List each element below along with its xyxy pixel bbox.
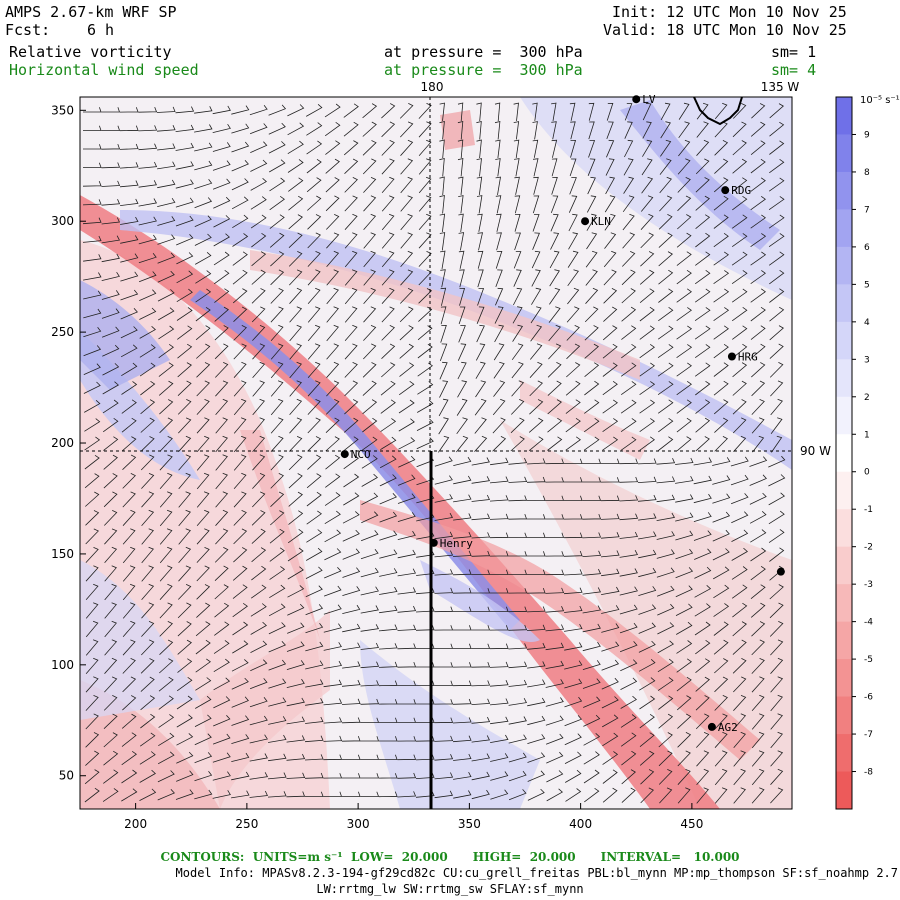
colorbar-swatch <box>836 659 852 698</box>
colorbar-label: 0 <box>864 468 870 478</box>
field2-level: at pressure = 300 hPa <box>384 61 583 79</box>
colorbar-label: 2 <box>864 393 870 403</box>
colorbar-label: -7 <box>864 730 873 740</box>
colorbar-label: -8 <box>864 768 873 778</box>
x-tick-label: 250 <box>235 817 258 831</box>
y-axis-ticks: 350 300 250 200 150 100 50 <box>51 103 86 783</box>
colorbar-swatch <box>836 284 852 323</box>
colorbar-swatch <box>836 359 852 398</box>
station-dot <box>721 186 730 195</box>
colorbar-label: -6 <box>864 693 873 703</box>
station-label: LV <box>642 93 656 106</box>
station-dot <box>727 352 736 361</box>
forecast-label: Fcst: <box>5 21 51 39</box>
station-label: AG2 <box>718 721 738 734</box>
colorbar-swatch <box>836 321 852 360</box>
coastline <box>693 96 743 126</box>
colorbar-swatch <box>836 396 852 435</box>
y-tick-label: 150 <box>51 547 74 561</box>
y-tick-label: 300 <box>51 214 74 228</box>
colorbar-label: 6 <box>864 243 870 253</box>
x-axis-ticks: 200 250 300 350 400 450 <box>124 803 703 831</box>
contour-info: CONTOURS: UNITS=m s⁻¹ LOW= 20.000 HIGH= … <box>160 850 740 864</box>
colorbar-swatch <box>836 584 852 623</box>
colorbar-swatch <box>836 171 852 210</box>
field2-name: Horizontal wind speed <box>9 61 199 79</box>
colorbar-swatch <box>836 209 852 248</box>
station-dot <box>340 450 349 459</box>
colorbar-label: 8 <box>864 168 870 178</box>
wind-barb-set <box>82 102 786 804</box>
model-title: AMPS 2.67-km WRF SP <box>5 3 177 21</box>
x-tick-label: 300 <box>347 817 370 831</box>
field1-name: Relative vorticity <box>9 43 172 61</box>
field1-smoothing: sm= 1 <box>771 43 817 61</box>
colorbar-swatch <box>836 471 852 510</box>
colorbar-swatch <box>836 546 852 585</box>
colorbar-swatch <box>836 509 852 548</box>
colorbar-swatch <box>836 696 852 735</box>
colorbar-swatch <box>836 246 852 285</box>
station-label: RDG <box>731 184 751 197</box>
y-tick-label: 100 <box>51 658 74 672</box>
y-tick-label: 350 <box>51 103 74 117</box>
vorticity-field <box>80 97 792 809</box>
y-tick-label: 200 <box>51 436 74 450</box>
colorbar-label: 4 <box>864 318 870 328</box>
colorbar: 9 8 7 6 5 4 3 2 1 0 -1 -2 -3 -4 -5 -6 -7 -8 <box>835 96 873 810</box>
lon-label-135w: 135 W <box>761 80 800 94</box>
forecast-value: 6 h <box>87 21 115 39</box>
field2-smoothing: sm= 4 <box>771 61 817 79</box>
station-label: HRG <box>738 351 758 364</box>
station-dot <box>776 567 785 576</box>
colorbar-label: 9 <box>864 130 870 140</box>
x-tick-label: 350 <box>458 817 481 831</box>
colorbar-swatch <box>836 434 852 473</box>
station-dot <box>429 538 438 547</box>
colorbar-swatch <box>836 621 852 660</box>
station-label: NCO <box>351 448 371 461</box>
colorbar-label: -2 <box>864 543 873 553</box>
x-tick-label: 400 <box>569 817 592 831</box>
station-dot <box>632 95 641 104</box>
station-markers: LV RDG KLN HRG NCO Henry AG2 <box>340 93 785 734</box>
y-tick-label: 50 <box>59 769 74 783</box>
colorbar-swatch <box>836 134 852 173</box>
colorbar-label: -3 <box>864 580 873 590</box>
lon-label-180: 180 <box>421 80 444 94</box>
station-label: Henry <box>440 537 473 550</box>
plot-frame <box>79 96 793 810</box>
colorbar-label: 3 <box>864 355 870 365</box>
colorbar-label: 5 <box>864 280 870 290</box>
x-tick-label: 450 <box>680 817 703 831</box>
lon-label-90w: 90 W <box>800 444 831 458</box>
colorbar-label: -5 <box>864 655 873 665</box>
model-info: Model Info: MPASv8.2.3-194-gf29cd82c CU:… <box>175 866 898 880</box>
colorbar-label: 7 <box>864 205 870 215</box>
station-label: KLN <box>591 215 611 228</box>
colorbar-swatch <box>836 734 852 773</box>
valid-time: Valid: 18 UTC Mon 10 Nov 25 <box>603 21 847 39</box>
x-tick-label: 200 <box>124 817 147 831</box>
init-time: Init: 12 UTC Mon 10 Nov 25 <box>612 3 847 21</box>
colorbar-label: -4 <box>864 618 873 628</box>
colorbar-swatch <box>836 97 852 135</box>
station-dot <box>707 722 716 731</box>
colorbar-unit: 10⁻⁵ s⁻¹ <box>860 95 900 106</box>
colorbar-label: -1 <box>864 505 873 515</box>
wind-barbs <box>82 102 786 804</box>
colorbar-swatch <box>836 771 852 810</box>
y-tick-label: 250 <box>51 325 74 339</box>
colorbar-frame <box>835 96 853 810</box>
station-dot <box>581 217 590 226</box>
colorbar-label: 1 <box>864 430 870 440</box>
model-info-line2: LW:rrtmg_lw SW:rrtmg_sw SFLAY:sf_mynn <box>316 882 584 896</box>
field1-level: at pressure = 300 hPa <box>384 43 583 61</box>
